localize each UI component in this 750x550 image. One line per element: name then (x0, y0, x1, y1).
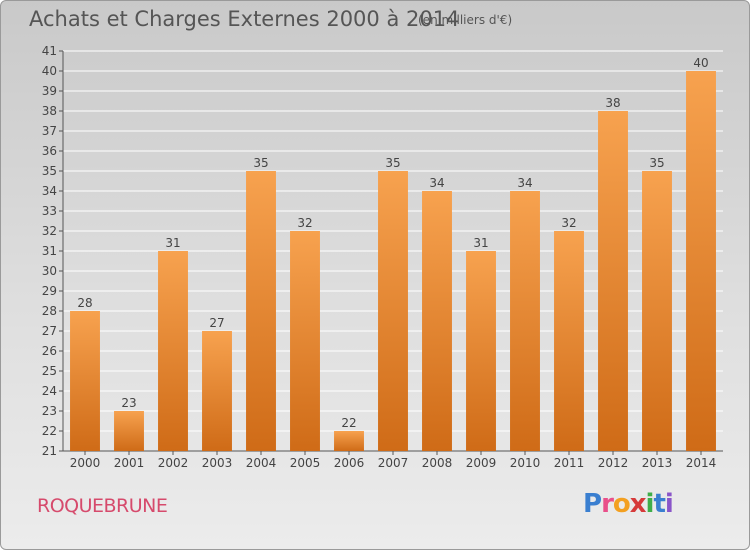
data-label: 23 (121, 396, 136, 410)
bar-2004 (246, 171, 276, 451)
data-label: 22 (341, 416, 356, 430)
data-label: 28 (77, 296, 92, 310)
x-tick-label: 2009 (466, 456, 497, 470)
chart-subtitle: (en milliers d'€) (418, 13, 513, 27)
x-tick-label: 2010 (510, 456, 541, 470)
y-tick-label: 24 (42, 384, 57, 398)
y-tick-label: 26 (42, 344, 57, 358)
bar-2013 (642, 171, 672, 451)
proxiti-logo: Proxiti (583, 489, 674, 519)
y-tick-label: 32 (42, 224, 57, 238)
bar-2005 (290, 231, 320, 451)
y-tick-label: 25 (42, 364, 57, 378)
logo-letter: o (612, 489, 631, 519)
y-tick-label: 33 (42, 204, 57, 218)
bar-2007 (378, 171, 408, 451)
x-tick-label: 2008 (422, 456, 453, 470)
bar-2014 (686, 71, 716, 451)
data-label: 32 (561, 216, 576, 230)
x-tick-label: 2002 (158, 456, 189, 470)
y-tick-label: 39 (42, 84, 57, 98)
data-label: 35 (649, 156, 664, 170)
data-label: 31 (473, 236, 488, 250)
bar-2010 (510, 191, 540, 451)
y-tick-label: 27 (42, 324, 57, 338)
y-tick-label: 30 (42, 264, 57, 278)
y-tick-label: 29 (42, 284, 57, 298)
y-tick-label: 41 (42, 44, 57, 58)
y-tick-label: 38 (42, 104, 57, 118)
y-tick-label: 37 (42, 124, 57, 138)
x-tick-label: 2013 (642, 456, 673, 470)
bar-2002 (158, 251, 188, 451)
y-tick-label: 35 (42, 164, 57, 178)
y-tick-label: 23 (42, 404, 57, 418)
y-tick-label: 21 (42, 444, 57, 458)
y-tick-label: 34 (42, 184, 57, 198)
data-label: 35 (385, 156, 400, 170)
bar-2000 (70, 311, 100, 451)
x-tick-label: 2014 (686, 456, 717, 470)
data-label: 38 (605, 96, 620, 110)
data-label: 34 (517, 176, 532, 190)
data-label: 27 (209, 316, 224, 330)
logo-letter: i (645, 489, 655, 519)
bar-2003 (202, 331, 232, 451)
data-label: 40 (693, 56, 708, 70)
data-label: 32 (297, 216, 312, 230)
x-tick-label: 2011 (554, 456, 585, 470)
bar-2006 (334, 431, 364, 451)
data-label: 31 (165, 236, 180, 250)
data-labels: 28 23 31 27 35 32 22 35 34 31 34 32 38 35 40 (77, 56, 708, 430)
bar-2012 (598, 111, 628, 451)
bars (70, 71, 716, 451)
logo-letter: x (629, 489, 647, 519)
bar-2001 (114, 411, 144, 451)
x-tick-label: 2001 (114, 456, 145, 470)
x-tick-label: 2006 (334, 456, 365, 470)
logo-letter: r (601, 489, 614, 519)
y-tick-label: 31 (42, 244, 57, 258)
commune-name: ROQUEBRUNE (37, 495, 168, 517)
data-label: 35 (253, 156, 268, 170)
logo-letter: i (664, 489, 674, 519)
logo-letter: P (583, 489, 602, 519)
bar-2009 (466, 251, 496, 451)
chart-title: Achats et Charges Externes 2000 à 2014 (29, 7, 460, 31)
logo-letter: t (653, 489, 665, 519)
y-tick-label: 28 (42, 304, 57, 318)
x-tick-label: 2005 (290, 456, 321, 470)
y-tick-label: 36 (42, 144, 57, 158)
data-label: 34 (429, 176, 444, 190)
bar-2008 (422, 191, 452, 451)
y-tick-label: 40 (42, 64, 57, 78)
y-tick-label: 22 (42, 424, 57, 438)
x-tick-label: 2003 (202, 456, 233, 470)
bar-2011 (554, 231, 584, 451)
x-tick-label: 2012 (598, 456, 629, 470)
x-tick-label: 2004 (246, 456, 277, 470)
x-tick-label: 2000 (70, 456, 101, 470)
x-tick-label: 2007 (378, 456, 409, 470)
